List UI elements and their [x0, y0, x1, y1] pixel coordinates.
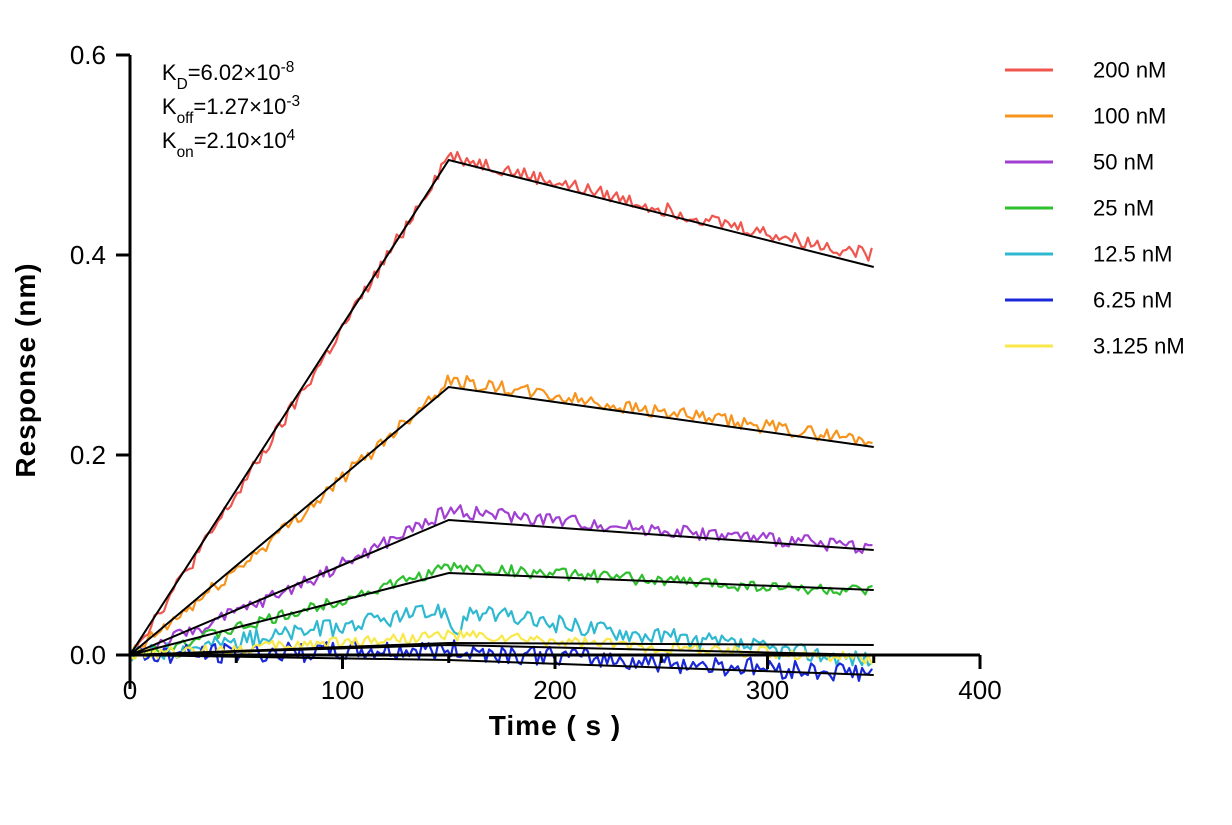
legend-label: 50 nM [1093, 150, 1154, 175]
y-axis-label: Response (nm) [10, 262, 41, 477]
legend-label: 3.125 nM [1093, 334, 1185, 359]
legend-label: 6.25 nM [1093, 288, 1173, 313]
binding-kinetics-chart: 0 100 200 300 400 0.0 0.2 0.4 0.6 Time ( s ) Respo… [0, 0, 1232, 825]
x-tick-label: 300 [746, 675, 789, 705]
y-tick-label: 0.6 [70, 40, 106, 70]
y-tick-label: 0.4 [70, 240, 106, 270]
y-tick-label: 0.2 [70, 440, 106, 470]
x-tick-label: 100 [321, 675, 364, 705]
legend-label: 200 nM [1093, 58, 1166, 83]
chart-container: 0 100 200 300 400 0.0 0.2 0.4 0.6 Time ( s ) Respo… [0, 0, 1232, 825]
x-tick-label: 400 [958, 675, 1001, 705]
legend-label: 12.5 nM [1093, 242, 1173, 267]
x-tick-label: 0 [123, 675, 137, 705]
x-tick-label: 200 [533, 675, 576, 705]
x-axis-label: Time ( s ) [489, 710, 621, 741]
legend-label: 25 nM [1093, 196, 1154, 221]
y-tick-label: 0.0 [70, 640, 106, 670]
legend-label: 100 nM [1093, 104, 1166, 129]
